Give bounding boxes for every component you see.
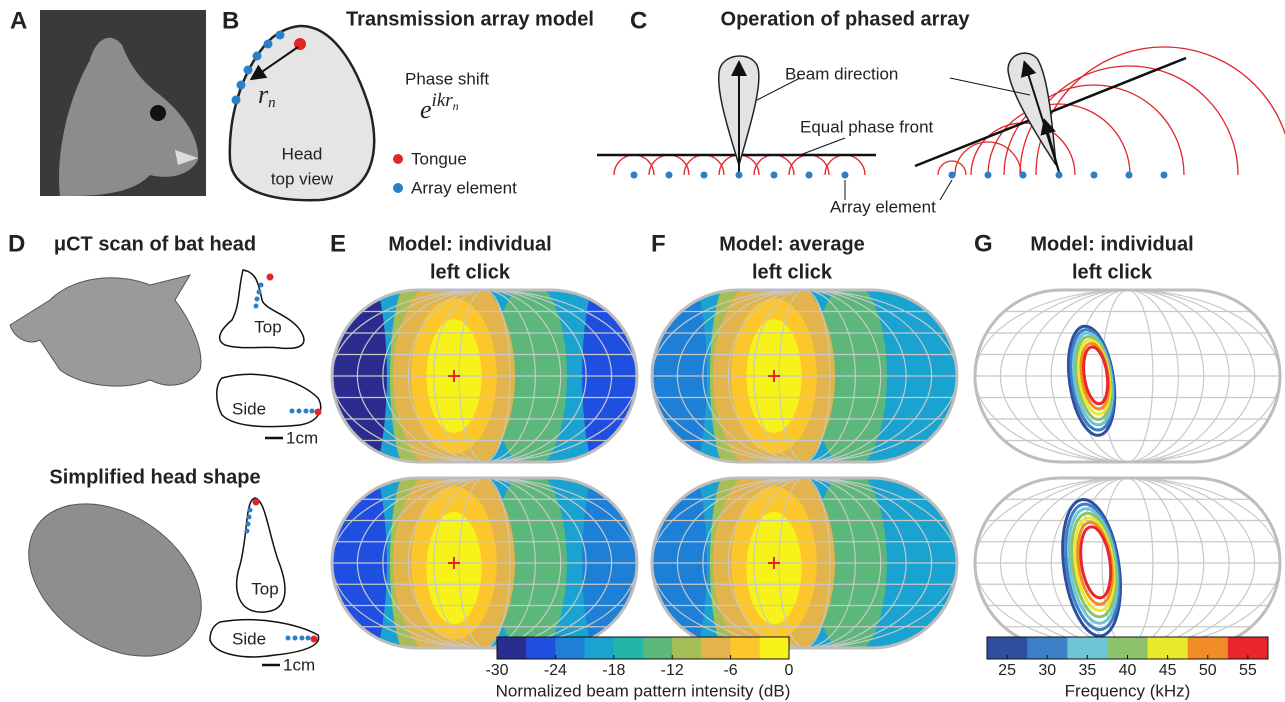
legend-label: Array element [411,178,517,197]
colorbar-segment [614,637,644,659]
array-elements [286,636,311,641]
colorbar-tick-label: 35 [1078,662,1096,679]
array-element [1126,172,1133,179]
scale-label: 1cm [283,655,315,674]
colorbar-tick-label: 45 [1159,662,1177,679]
panel-title: Simplified head shape [49,466,260,488]
colorbar-tick-label: -18 [602,662,625,679]
tongue-dot [311,636,318,643]
array-element [1161,172,1168,179]
colorbar-segment [555,637,585,659]
panel-title: Model: individual [388,233,551,255]
array-element [842,172,849,179]
panel-label: F [651,230,666,257]
legend-label: Tongue [411,149,467,168]
panel-label: C [630,7,647,34]
colorbar-tick-label: 50 [1199,662,1217,679]
array-element [1091,172,1098,179]
legend-swatch [393,154,403,164]
bat-head-scan [10,275,201,386]
panel-title: Transmission array model [346,8,594,30]
colorbar-segment [585,637,615,659]
colorbar-tick-label: -6 [723,662,737,679]
figure: A B Transmission array model rn Phase sh… [0,0,1285,702]
colorbar-segment [526,637,556,659]
scale-label: 1cm [286,428,318,447]
array-element [701,172,708,179]
phase-shift-label: Phase shift [405,69,489,88]
colorbar-tick-label: 30 [1038,662,1056,679]
view-label: Top [254,317,281,336]
array-element [666,172,673,179]
view-label: Side [232,399,266,418]
panel-title: Operation of phased array [721,8,971,30]
leader [940,180,952,200]
array-element [1056,172,1063,179]
exponent: ikr [432,90,454,111]
panel-label: E [330,230,346,257]
panel-label: B [222,7,239,34]
array-elements [245,508,253,534]
panel-title: left click [1072,261,1153,283]
colorbar-segment [731,637,761,659]
panel-label: D [8,230,25,257]
callout: Beam direction [785,64,898,83]
phase-formula: eikrn [420,90,459,124]
array-element [631,172,638,179]
top-outline [220,270,304,348]
callout: Array element [830,197,936,216]
array-elements [631,172,1168,179]
subscript: n [453,99,459,113]
colorbar-label: Normalized beam pattern intensity (dB) [496,681,791,700]
simplified-head [0,472,230,687]
view-label: Top [251,579,278,598]
array-element [949,172,956,179]
colorbar-tick-label: 0 [785,662,794,679]
colorbar-tick-label: -12 [661,662,684,679]
wavefront [988,104,1130,175]
array-element [736,172,743,179]
colorbar-tick-label: 40 [1119,662,1137,679]
tongue-dot [267,274,274,281]
colorbar-segment [497,637,527,659]
colorbar-segment [672,637,702,659]
beam-map [326,256,643,497]
array-element [771,172,778,179]
colorbar-label: Frequency (kHz) [1065,681,1191,700]
panel-title: left click [752,261,833,283]
colorbar-tick-label: 55 [1239,662,1257,679]
array-element [985,172,992,179]
colorbar-tick-label: 25 [998,662,1016,679]
base: e [420,95,432,124]
wavefront [1036,47,1285,175]
callout: Equal phase front [800,117,934,136]
subscript: n [268,95,276,111]
colorbar-segment [643,637,673,659]
array-element [1020,172,1027,179]
beam-map [646,256,963,497]
beam-lobe [1008,53,1056,165]
colorbar-segment [701,637,731,659]
panel-label: G [974,230,993,257]
view-label: Side [232,629,266,648]
colorbar-tick-label: -30 [485,662,508,679]
panel-title: Model: individual [1030,233,1193,255]
array-elements [290,409,315,414]
array-element [806,172,813,179]
colorbar-tick-label: -24 [544,662,567,679]
legend-swatch [393,183,403,193]
panel-title: μCT scan of bat head [54,233,256,255]
tongue-dot [253,499,260,506]
tongue-dot [315,409,322,416]
leader [800,138,845,155]
head-label: Head [282,144,323,163]
panel-title: Model: average [719,233,865,255]
colorbar-segment [760,637,790,659]
panel-label: A [10,7,27,34]
head-label: top view [271,169,334,188]
panel-title: left click [430,261,511,283]
